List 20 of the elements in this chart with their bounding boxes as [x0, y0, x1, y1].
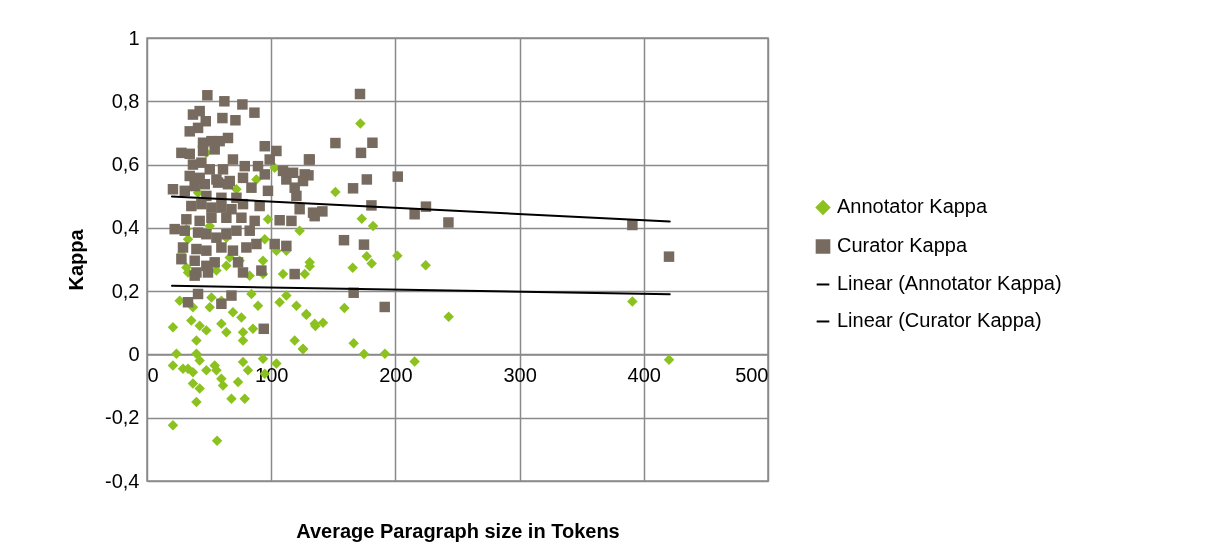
x-tick-label: 300 [503, 363, 537, 386]
legend-label: Linear (Curator Kappa) [837, 309, 1042, 332]
y-tick-label: 1 [128, 26, 140, 49]
x-axis-title: Average Paragraph size in Tokens [296, 519, 620, 542]
x-tick-label: 400 [627, 363, 661, 386]
x-tick-label: 0 [147, 363, 159, 386]
y-tick-label: -0,2 [105, 406, 140, 429]
y-tick-label: 0,4 [111, 216, 140, 239]
legend-label: Linear (Annotator Kappa) [837, 272, 1062, 295]
legend-label: Annotator Kappa [837, 195, 988, 218]
y-tick-label: 0,6 [111, 153, 140, 176]
y-axis-title: Kappa [65, 228, 88, 291]
y-tick-label: 0,2 [111, 279, 140, 302]
y-tick-label: -0,4 [105, 469, 140, 492]
x-tick-label: 200 [379, 363, 413, 386]
x-tick-label: 500 [735, 363, 769, 386]
y-tick-label: 0 [128, 342, 140, 365]
y-tick-label: 0,8 [111, 89, 140, 112]
legend-label: Curator Kappa [837, 234, 968, 257]
x-tick-label: 100 [255, 363, 289, 386]
